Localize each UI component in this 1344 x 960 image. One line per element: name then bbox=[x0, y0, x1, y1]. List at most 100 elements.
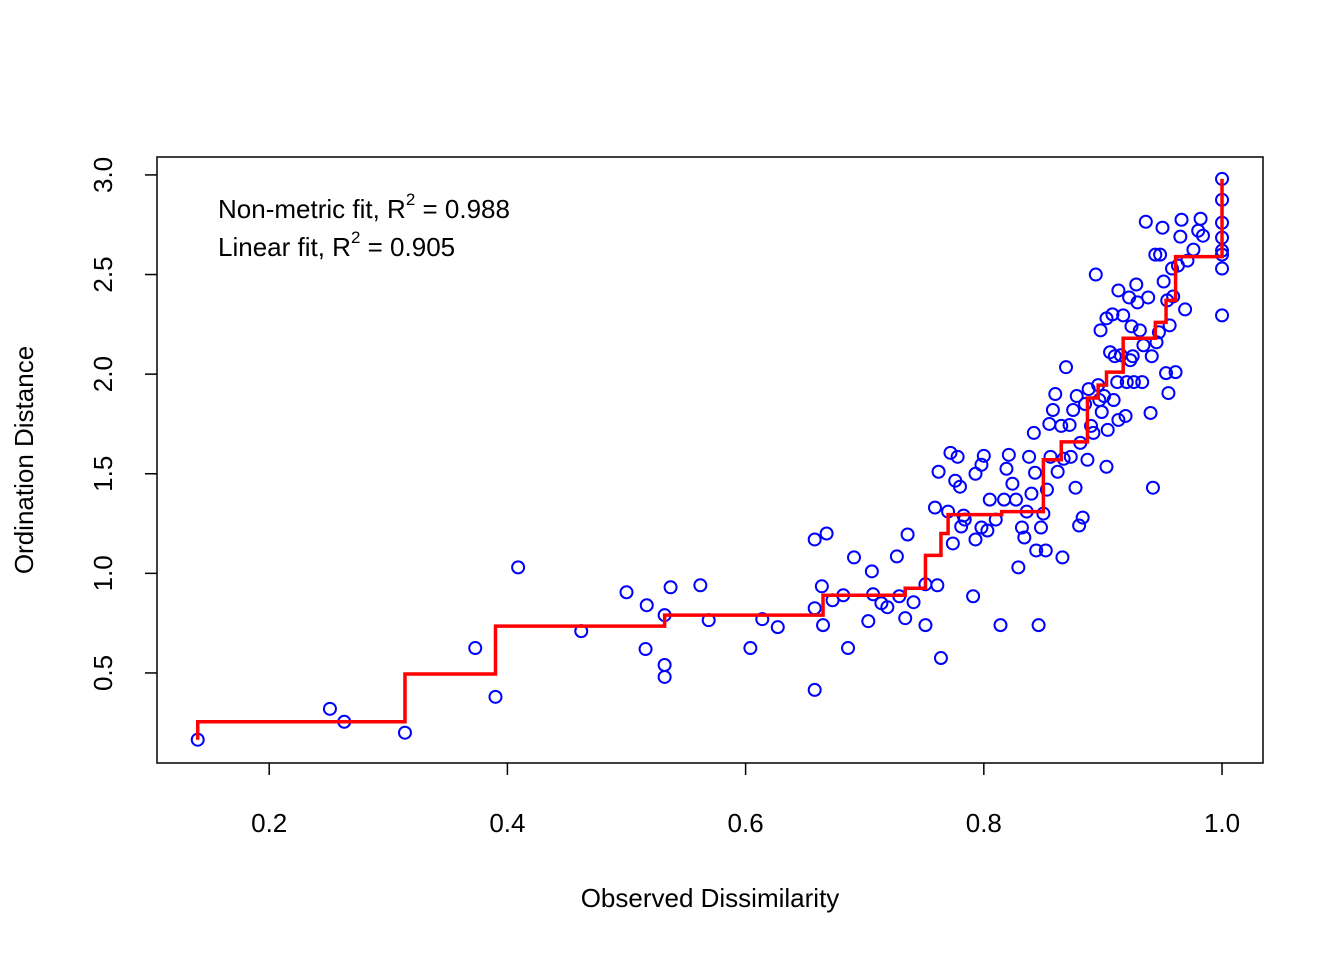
point bbox=[1132, 323, 1147, 338]
point bbox=[1043, 449, 1058, 464]
point bbox=[468, 641, 483, 656]
point bbox=[993, 618, 1008, 633]
point bbox=[1001, 447, 1016, 462]
point bbox=[1038, 543, 1053, 558]
point bbox=[1008, 492, 1023, 507]
annotation-sup: 2 bbox=[406, 190, 415, 209]
point bbox=[1155, 220, 1170, 235]
point bbox=[1055, 550, 1070, 565]
point bbox=[1050, 464, 1065, 479]
point bbox=[974, 457, 989, 472]
point bbox=[619, 585, 634, 600]
point bbox=[1195, 228, 1210, 243]
point bbox=[1186, 242, 1201, 257]
point bbox=[1141, 290, 1156, 305]
point bbox=[1156, 274, 1171, 289]
point bbox=[841, 641, 856, 656]
y-tick-label: 3.0 bbox=[88, 157, 118, 193]
point bbox=[819, 526, 834, 541]
point bbox=[927, 500, 942, 515]
point bbox=[488, 689, 503, 704]
plot-frame bbox=[156, 156, 1264, 764]
point bbox=[807, 682, 822, 697]
point bbox=[1022, 449, 1037, 464]
point bbox=[1180, 253, 1195, 268]
point bbox=[1110, 375, 1125, 390]
x-axis-label: Observed Dissimilarity bbox=[581, 883, 840, 913]
point bbox=[1033, 520, 1048, 535]
point bbox=[1039, 482, 1054, 497]
point bbox=[1069, 389, 1084, 404]
point bbox=[1080, 452, 1095, 467]
point bbox=[1048, 387, 1063, 402]
point bbox=[1151, 325, 1166, 340]
point bbox=[966, 589, 981, 604]
point bbox=[1084, 418, 1099, 433]
point bbox=[657, 669, 672, 684]
x-tick-label: 0.6 bbox=[728, 808, 764, 838]
y-tick-label: 1.0 bbox=[88, 555, 118, 591]
point bbox=[950, 449, 965, 464]
annotation-suffix: = 0.905 bbox=[360, 232, 455, 262]
point bbox=[1029, 543, 1044, 558]
point bbox=[1075, 510, 1090, 525]
point bbox=[1042, 416, 1057, 431]
point bbox=[1145, 480, 1160, 495]
point bbox=[1045, 402, 1060, 417]
point bbox=[945, 536, 960, 551]
point bbox=[1094, 404, 1109, 419]
point bbox=[976, 448, 991, 463]
point bbox=[1005, 476, 1020, 491]
point bbox=[511, 560, 526, 575]
point bbox=[906, 595, 921, 610]
point bbox=[1099, 459, 1114, 474]
point bbox=[1162, 318, 1177, 333]
step-fit-line bbox=[195, 178, 1224, 740]
point bbox=[1063, 449, 1078, 464]
point bbox=[693, 578, 708, 593]
point bbox=[1119, 375, 1134, 390]
point bbox=[1116, 308, 1131, 323]
point bbox=[1153, 247, 1168, 262]
point bbox=[1129, 277, 1144, 292]
point bbox=[1111, 412, 1126, 427]
point bbox=[814, 579, 829, 594]
point bbox=[638, 642, 653, 657]
point bbox=[880, 600, 895, 615]
point bbox=[1135, 375, 1150, 390]
point bbox=[657, 657, 672, 672]
point bbox=[1124, 319, 1139, 334]
point bbox=[1100, 422, 1115, 437]
point bbox=[918, 618, 933, 633]
y-tick-label: 2.0 bbox=[88, 356, 118, 392]
point bbox=[1017, 530, 1032, 545]
point bbox=[1178, 302, 1193, 317]
point bbox=[980, 523, 995, 538]
point bbox=[1215, 261, 1230, 276]
point bbox=[1107, 349, 1122, 364]
point bbox=[1173, 229, 1188, 244]
point bbox=[898, 611, 913, 626]
point bbox=[997, 492, 1012, 507]
point bbox=[1123, 353, 1138, 368]
annotation-sup: 2 bbox=[351, 228, 360, 247]
point bbox=[1024, 486, 1039, 501]
point bbox=[1148, 247, 1163, 262]
point bbox=[1118, 408, 1133, 423]
point bbox=[1066, 402, 1081, 417]
point bbox=[952, 479, 967, 494]
point bbox=[943, 445, 958, 460]
point bbox=[1026, 425, 1041, 440]
point bbox=[1111, 283, 1126, 298]
point bbox=[1126, 375, 1141, 390]
point bbox=[1144, 349, 1159, 364]
point bbox=[1143, 405, 1158, 420]
point bbox=[1072, 518, 1087, 533]
y-tick-label: 0.5 bbox=[88, 655, 118, 691]
point bbox=[1136, 338, 1151, 353]
point bbox=[397, 725, 412, 740]
point bbox=[931, 464, 946, 479]
point bbox=[639, 598, 654, 613]
point bbox=[1168, 365, 1183, 380]
point bbox=[1086, 425, 1101, 440]
